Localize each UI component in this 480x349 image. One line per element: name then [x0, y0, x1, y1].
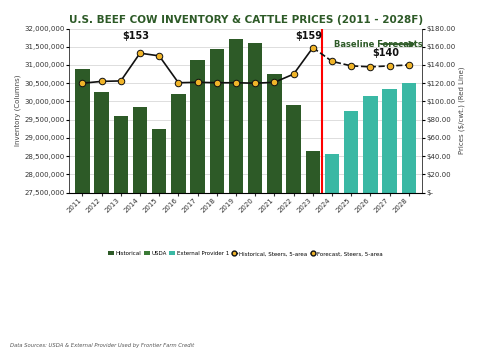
Bar [191, 60, 205, 349]
Point [136, 50, 144, 56]
Bar [383, 89, 397, 349]
Text: $140: $140 [372, 48, 399, 58]
Bar [363, 96, 378, 349]
Point [156, 53, 163, 59]
Point [348, 63, 355, 69]
Bar [287, 105, 301, 349]
Point [175, 80, 182, 86]
Bar [267, 74, 282, 349]
Point [98, 79, 106, 84]
Point [290, 71, 298, 77]
Bar [306, 151, 320, 349]
Bar [114, 116, 128, 349]
Text: $153: $153 [123, 31, 150, 42]
Bar [344, 111, 359, 349]
Point [79, 80, 86, 86]
Point [194, 80, 202, 85]
Point [309, 45, 317, 51]
Text: Data Sources: USDA & External Provider Used by Frontier Farm Credit: Data Sources: USDA & External Provider U… [10, 343, 194, 348]
Y-axis label: Prices ($/cwt.) (Red Line): Prices ($/cwt.) (Red Line) [458, 67, 465, 154]
Y-axis label: Inventory (Columns): Inventory (Columns) [15, 75, 22, 146]
Title: U.S. BEEF COW INVENTORY & CATTLE PRICES (2011 - 2028F): U.S. BEEF COW INVENTORY & CATTLE PRICES … [69, 15, 423, 25]
Bar [210, 49, 224, 349]
Bar [325, 154, 339, 349]
Bar [229, 39, 243, 349]
Bar [248, 43, 263, 349]
Point [328, 59, 336, 64]
Bar [152, 129, 167, 349]
Text: Baseline Forecasts: Baseline Forecasts [334, 39, 423, 49]
Point [213, 80, 221, 86]
Point [232, 80, 240, 86]
Bar [171, 94, 186, 349]
Point [271, 80, 278, 85]
Bar [75, 69, 90, 349]
Text: $159: $159 [296, 31, 323, 42]
Bar [402, 83, 416, 349]
Legend: Historical, USDA, External Provider 1, Historical, Steers, 5-area, Forecast, Ste: Historical, USDA, External Provider 1, H… [106, 249, 385, 259]
Point [405, 62, 413, 68]
Point [367, 64, 374, 69]
Point [386, 63, 394, 69]
Point [117, 78, 125, 84]
Bar [133, 107, 147, 349]
Point [252, 80, 259, 86]
Bar [95, 92, 109, 349]
